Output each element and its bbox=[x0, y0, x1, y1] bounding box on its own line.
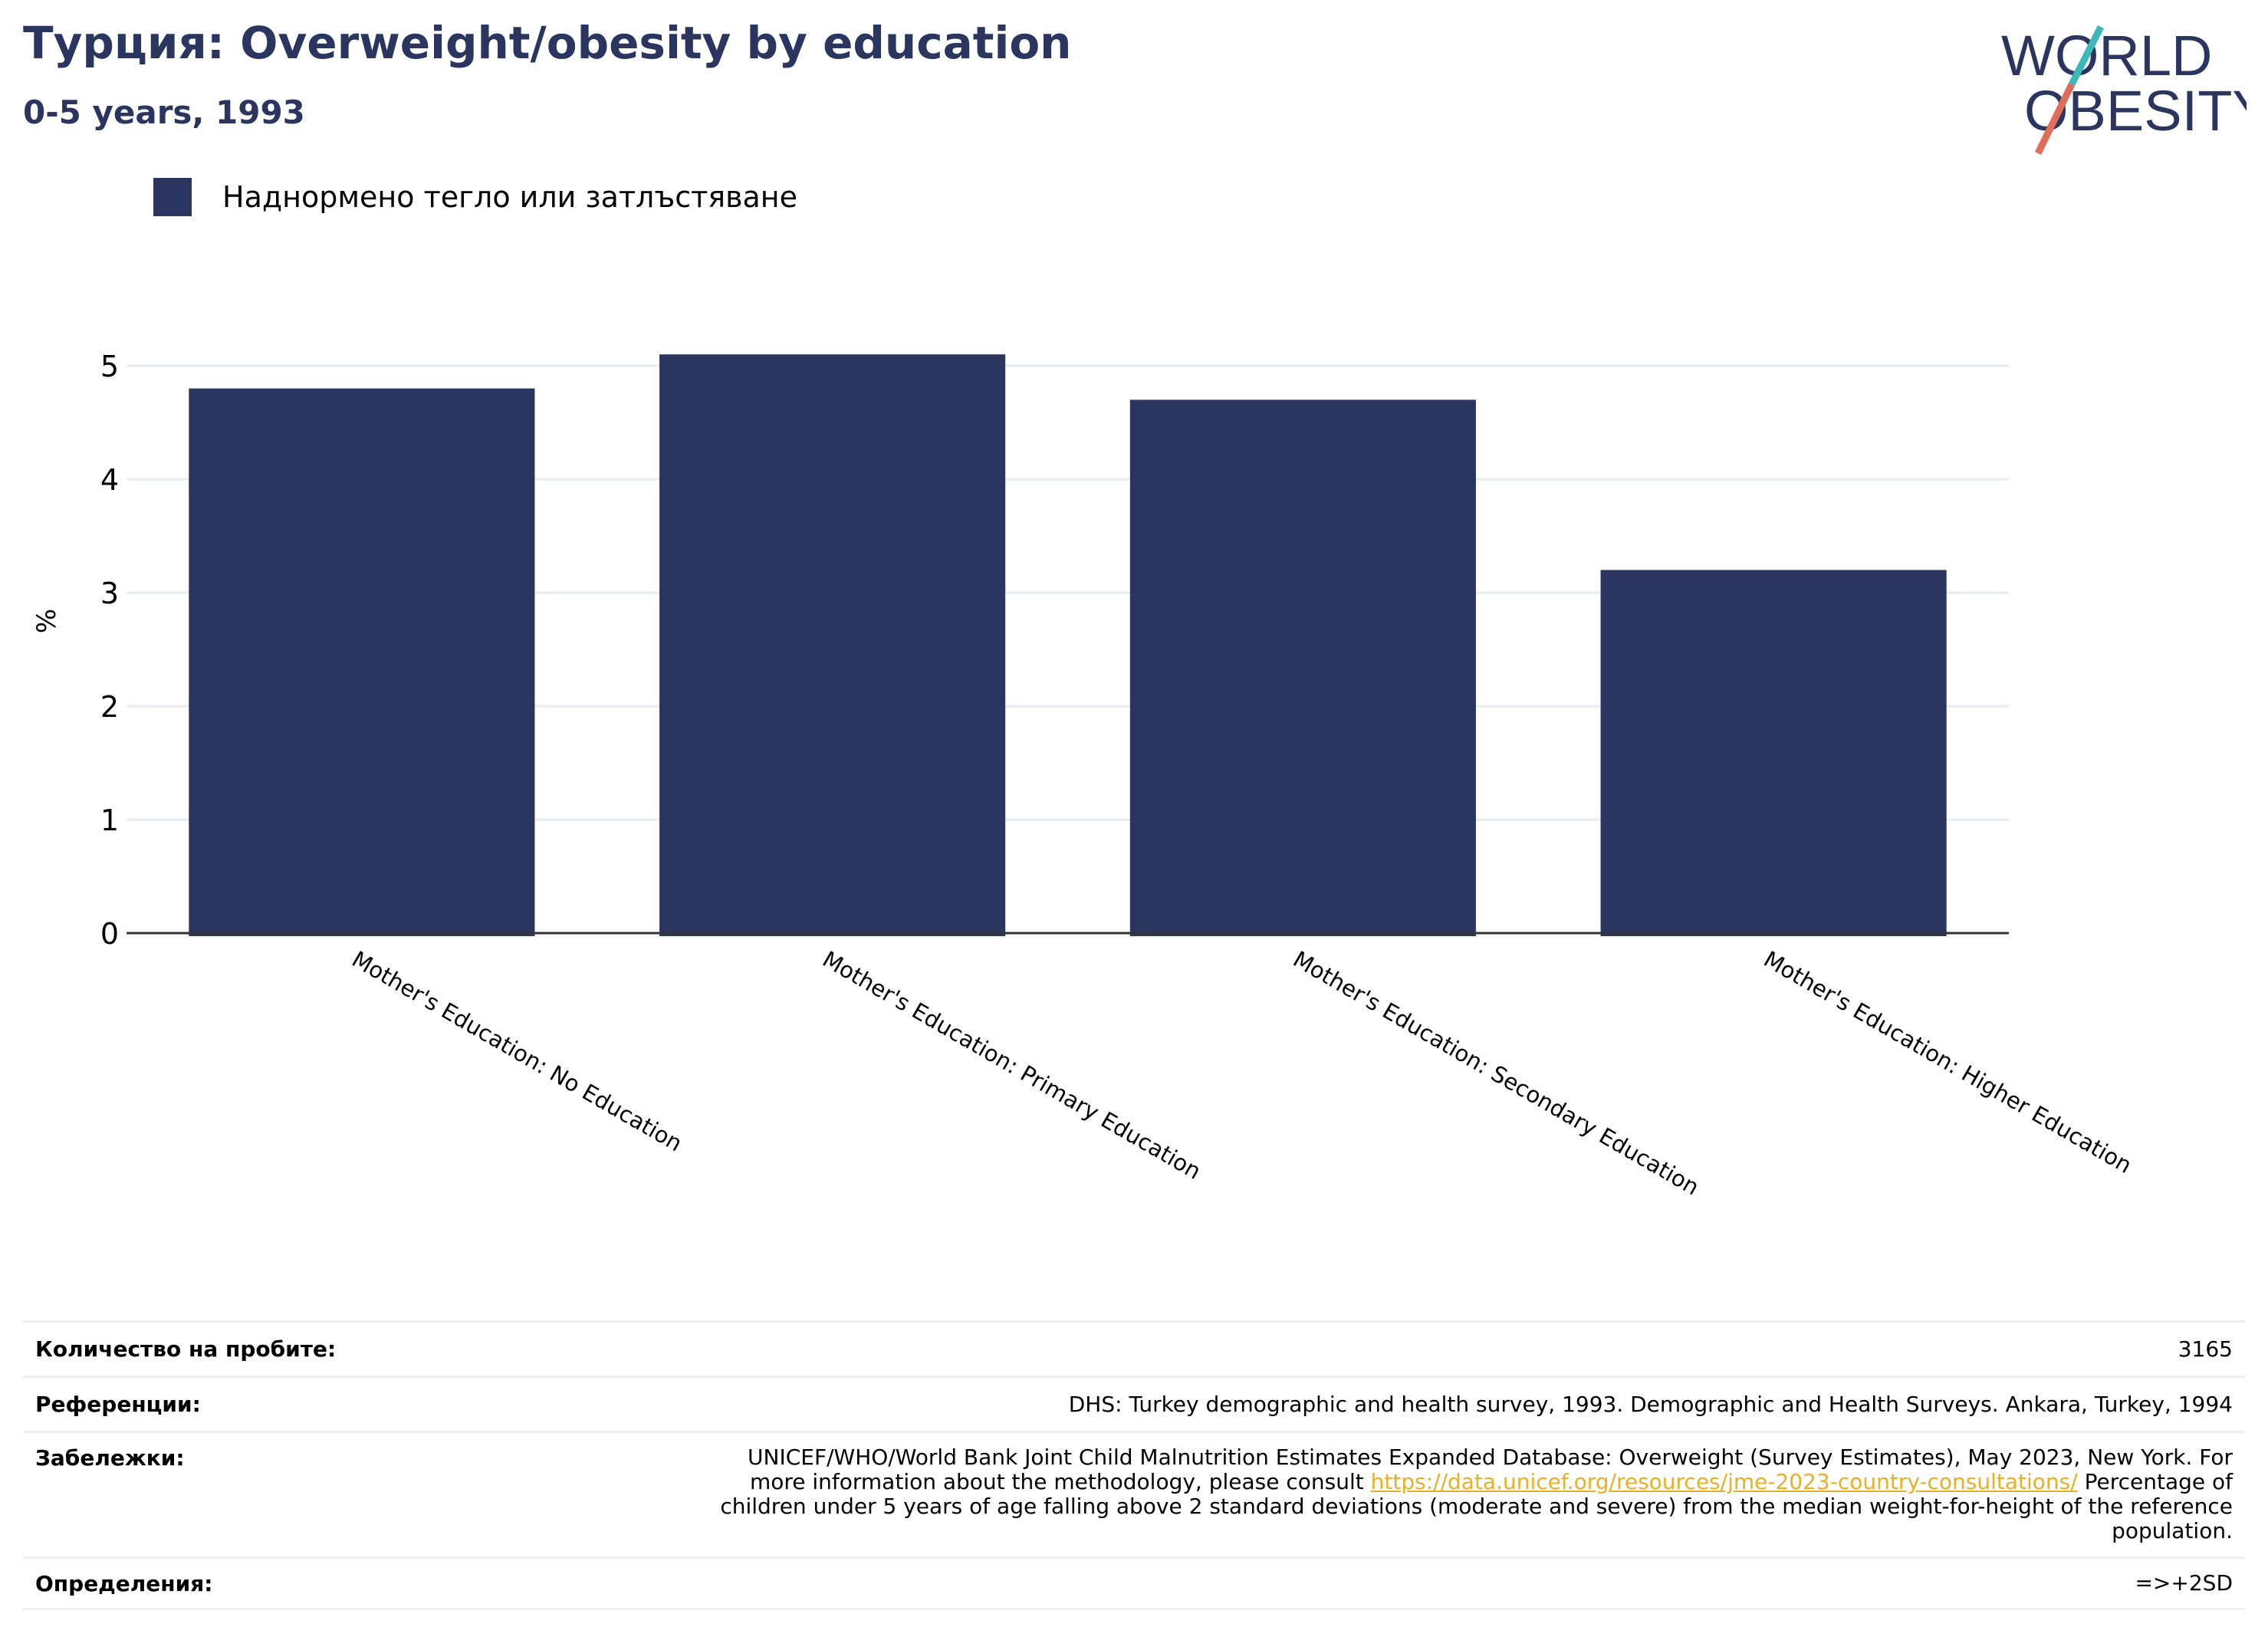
notes-line-4: population. bbox=[2112, 1518, 2233, 1543]
bar bbox=[659, 354, 1006, 936]
y-tick-label: 4 bbox=[100, 463, 119, 497]
legend-label: Наднормено тегло или затлъстяване bbox=[222, 180, 797, 214]
definitions-label: Определения: bbox=[35, 1570, 213, 1596]
notes-line-3: children under 5 years of age falling ab… bbox=[720, 1494, 2233, 1519]
footer-row-references: Референции: DHS: Turkey demographic and … bbox=[23, 1376, 2245, 1431]
y-axis-label: % bbox=[31, 609, 62, 633]
bar bbox=[1129, 399, 1476, 936]
methodology-link[interactable]: https://data.unicef.org/resources/jme-20… bbox=[1370, 1469, 2078, 1494]
chart-legend: Наднормено тегло или затлъстяване bbox=[153, 178, 797, 216]
sample-label: Количество на пробите: bbox=[35, 1336, 337, 1362]
x-tick-label: Mother's Education: No Education bbox=[347, 946, 686, 1157]
notes-line-2: more information about the methodology, … bbox=[749, 1469, 2233, 1494]
y-tick-label: 5 bbox=[100, 350, 119, 383]
x-tick-label: Mother's Education: Secondary Education bbox=[1289, 946, 1704, 1201]
page-title: Турция: Overweight/obesity by education bbox=[23, 17, 1072, 69]
y-tick-label: 3 bbox=[100, 577, 119, 610]
footer-row-sample: Количество на пробите: 3165 bbox=[23, 1320, 2245, 1376]
footer-row-definitions: Определения: =>+2SD bbox=[23, 1556, 2245, 1610]
chart-footer: Количество на пробите: 3165 Референции: … bbox=[23, 1320, 2245, 1610]
legend-swatch bbox=[153, 178, 192, 216]
notes-label: Забележки: bbox=[35, 1445, 185, 1471]
logo-line1: WORLD bbox=[2001, 24, 2212, 87]
world-obesity-logo: WORLD OBESITY bbox=[2001, 24, 2247, 155]
x-tick-label: Mother's Education: Higher Education bbox=[1760, 946, 2137, 1178]
logo-slash-teal bbox=[2068, 25, 2105, 87]
bar bbox=[1600, 570, 1947, 936]
bar bbox=[189, 388, 535, 937]
y-tick-label: 0 bbox=[100, 917, 119, 951]
notes-value: UNICEF/WHO/World Bank Joint Child Malnut… bbox=[720, 1445, 2233, 1543]
footer-row-notes: Забележки: UNICEF/WHO/World Bank Joint C… bbox=[23, 1431, 2245, 1556]
definitions-value: =>+2SD bbox=[2135, 1570, 2233, 1596]
bar-chart: 0 1 2 3 4 5% Mother's Education: No Education M… bbox=[31, 350, 2137, 1201]
y-tick-label: 1 bbox=[100, 804, 119, 837]
page-subtitle: 0-5 years, 1993 bbox=[23, 94, 305, 131]
logo-slash-red bbox=[2034, 83, 2076, 155]
sample-value: 3165 bbox=[2178, 1336, 2233, 1362]
x-tick-label: Mother's Education: Primary Education bbox=[818, 946, 1205, 1185]
y-tick-label: 2 bbox=[100, 690, 119, 724]
references-label: Референции: bbox=[35, 1392, 201, 1417]
references-value: DHS: Turkey demographic and health surve… bbox=[1068, 1391, 2233, 1417]
notes-line-1: UNICEF/WHO/World Bank Joint Child Malnut… bbox=[748, 1445, 2233, 1470]
